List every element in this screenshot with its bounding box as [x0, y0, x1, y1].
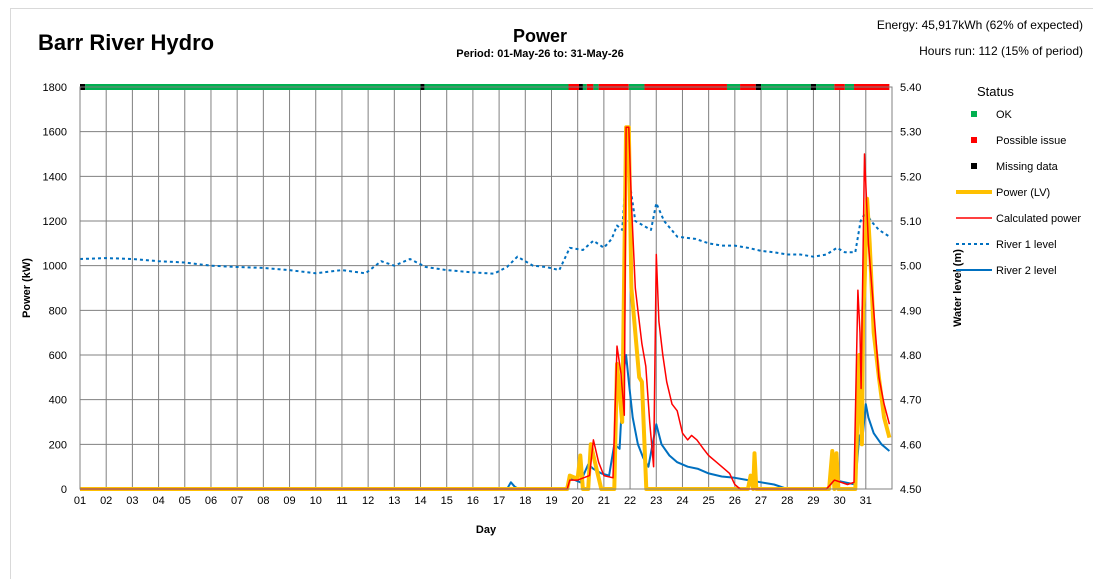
x-tick-label: 20: [572, 495, 584, 507]
x-tick-label: 03: [126, 495, 138, 507]
x-tick-label: 31: [860, 495, 872, 507]
y-tick-label: 1200: [43, 216, 67, 228]
x-tick-label: 04: [152, 495, 164, 507]
y2-tick-label: 4.90: [900, 305, 921, 317]
plot-border: [79, 86, 893, 490]
y2-tick-label: 5.20: [900, 171, 921, 183]
site-title: Barr River Hydro: [38, 30, 215, 55]
x-tick-label: 11: [336, 495, 347, 507]
energy-summary: Energy: 45,917kWh (62% of expected): [876, 18, 1083, 32]
x-tick-label: 17: [493, 495, 505, 507]
x-tick-label: 10: [310, 495, 322, 507]
y-tick-labels: 0 200 400 600 800 1000 1200 1400 1600 1800: [43, 82, 67, 496]
x-tick-label: 16: [467, 495, 479, 507]
x-tick-label: 14: [414, 495, 426, 507]
legend-label: OK: [996, 109, 1013, 121]
legend-label: Calculated power: [996, 213, 1081, 225]
series-line-river-2-level: [80, 354, 891, 490]
x-tick-label: 27: [755, 495, 767, 507]
chart-frame: [10, 8, 1093, 579]
y2-tick-label: 5.30: [900, 127, 921, 139]
x-tick-label: 07: [231, 495, 243, 507]
x-tick-label: 06: [205, 495, 217, 507]
series-line-calculated-power: [80, 126, 891, 490]
y-tick-label: 1800: [43, 82, 67, 94]
legend-label: River 2 level: [996, 265, 1057, 277]
x-axis-label: Day: [476, 524, 497, 536]
x-tick-label: 22: [624, 495, 636, 507]
x-tick-label: 28: [781, 495, 793, 507]
grid-lines: [79, 86, 893, 490]
x-tick-label: 23: [650, 495, 662, 507]
y-tick-label: 1600: [43, 127, 67, 139]
legend-marker: [971, 163, 977, 169]
y-tick-label: 800: [49, 305, 67, 317]
x-tick-label: 09: [283, 495, 295, 507]
y2-tick-label: 4.50: [900, 484, 921, 496]
legend-label: Power (LV): [996, 187, 1050, 199]
hours-run-summary: Hours run: 112 (15% of period): [919, 44, 1083, 58]
x-tick-labels: 01 02 03 04 05 06 07 08 09 10 11 12 13 14 15 16 17 18 19 20…: [74, 495, 872, 507]
y-tick-label: 0: [61, 484, 67, 496]
x-tick-label: 02: [100, 495, 112, 507]
x-tick-label: 29: [807, 495, 819, 507]
legend-label: Possible issue: [996, 135, 1066, 147]
x-tick-label: 08: [257, 495, 269, 507]
y2-tick-label: 4.70: [900, 395, 921, 407]
legend-label: River 1 level: [996, 239, 1057, 251]
x-tick-label: 26: [729, 495, 741, 507]
legend-title: Status: [977, 84, 1014, 99]
y-tick-label: 1400: [43, 171, 67, 183]
y-tick-label: 400: [49, 395, 67, 407]
legend-marker: [971, 137, 977, 143]
legend-label: Missing data: [996, 161, 1059, 173]
x-tick-label: 05: [179, 495, 191, 507]
y2-tick-label: 5.40: [900, 82, 921, 94]
series-line-power-lv-: [80, 125, 892, 491]
legend: OK Possible issue Missing data Power (LV) Ca…: [956, 109, 1081, 277]
y2-axis-label: Water level (m): [952, 249, 964, 327]
series-lines: [79, 125, 892, 491]
x-tick-label: 01: [74, 495, 86, 507]
y2-tick-label: 5.00: [900, 261, 921, 273]
y2-tick-label: 4.60: [900, 439, 921, 451]
x-tick-label: 21: [598, 495, 610, 507]
y-axis-label: Power (kW): [21, 258, 33, 318]
y-tick-label: 200: [49, 439, 67, 451]
x-tick-label: 19: [545, 495, 557, 507]
x-tick-label: 25: [703, 495, 715, 507]
chart-title: Power: [512, 26, 568, 46]
series-line-river-1-level: [79, 153, 890, 275]
x-tick-label: 13: [388, 495, 400, 507]
y2-tick-labels: 4.50 4.60 4.70 4.80 4.90 5.00 5.10 5.20 5.30 5.40: [900, 82, 921, 496]
x-tick-label: 12: [362, 495, 374, 507]
period-subtitle: Period: 01-May-26 to: 31-May-26: [456, 48, 624, 60]
x-tick-label: 18: [519, 495, 531, 507]
x-tick-label: 30: [833, 495, 845, 507]
legend-marker: [971, 111, 977, 117]
y2-tick-label: 5.10: [900, 216, 921, 228]
x-tick-label: 24: [676, 495, 688, 507]
y2-tick-label: 4.80: [900, 350, 921, 362]
y-tick-label: 1000: [43, 261, 67, 273]
y-tick-label: 600: [49, 350, 67, 362]
x-tick-label: 15: [441, 495, 453, 507]
